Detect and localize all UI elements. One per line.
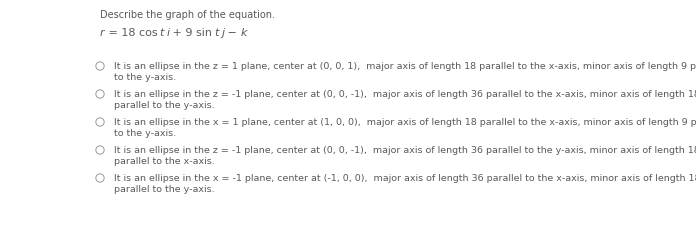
Text: t: t (159, 28, 164, 38)
Text: −: − (224, 28, 241, 38)
Text: j: j (221, 28, 224, 38)
Text: It is an ellipse in the z = -1 plane, center at (0, 0, -1),  major axis of lengt: It is an ellipse in the z = -1 plane, ce… (114, 146, 696, 167)
Text: It is an ellipse in the z = -1 plane, center at (0, 0, -1),  major axis of lengt: It is an ellipse in the z = -1 plane, ce… (114, 90, 696, 110)
Text: t: t (214, 28, 219, 38)
Text: i: i (166, 28, 169, 38)
Text: + 9 sin: + 9 sin (169, 28, 214, 38)
Text: Describe the graph of the equation.: Describe the graph of the equation. (100, 10, 275, 20)
Text: k: k (241, 28, 247, 38)
Text: r: r (100, 28, 104, 38)
Text: It is an ellipse in the x = 1 plane, center at (1, 0, 0),  major axis of length : It is an ellipse in the x = 1 plane, cen… (114, 118, 696, 138)
Text: It is an ellipse in the x = -1 plane, center at (-1, 0, 0),  major axis of lengt: It is an ellipse in the x = -1 plane, ce… (114, 174, 696, 195)
Text: It is an ellipse in the z = 1 plane, center at (0, 0, 1),  major axis of length : It is an ellipse in the z = 1 plane, cen… (114, 62, 696, 82)
Text: = 18 cos: = 18 cos (104, 28, 159, 38)
